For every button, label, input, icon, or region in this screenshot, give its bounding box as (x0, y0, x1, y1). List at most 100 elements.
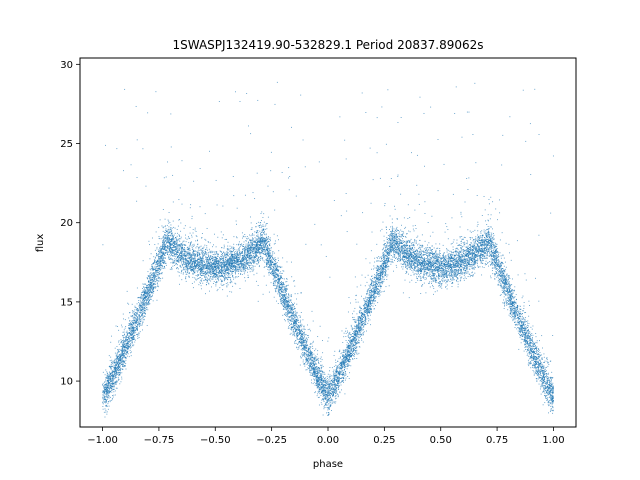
data-point (303, 342, 305, 344)
data-point (520, 321, 522, 323)
data-point (213, 254, 215, 256)
data-point (126, 355, 128, 357)
data-point (517, 324, 519, 326)
data-point (119, 363, 121, 365)
data-point (438, 273, 440, 274)
data-point (456, 251, 458, 253)
data-point (177, 239, 179, 241)
data-point (109, 360, 111, 362)
data-point (204, 273, 206, 275)
data-point (501, 269, 502, 271)
data-point (506, 281, 508, 283)
data-point (346, 364, 348, 365)
data-point (387, 274, 389, 276)
data-point (116, 355, 118, 357)
data-point (462, 242, 464, 243)
data-point (351, 348, 353, 350)
data-point (371, 231, 373, 233)
data-point (386, 266, 388, 267)
data-point (393, 239, 395, 241)
data-point (343, 336, 345, 338)
data-point (438, 267, 440, 269)
data-point (460, 279, 462, 281)
data-point (537, 355, 539, 357)
data-point (415, 256, 417, 258)
data-point (271, 259, 273, 261)
data-point (374, 261, 376, 263)
data-point (209, 262, 211, 264)
data-point (294, 324, 296, 326)
data-point (107, 387, 109, 389)
data-point (425, 247, 427, 249)
data-point (309, 363, 311, 365)
data-point (449, 272, 451, 274)
data-point (234, 263, 236, 265)
data-point (442, 260, 444, 262)
data-point (471, 255, 473, 257)
data-point (252, 265, 254, 266)
data-point (340, 366, 342, 368)
data-point (123, 347, 125, 349)
data-point (436, 279, 437, 281)
data-point (366, 297, 368, 299)
data-point (344, 364, 345, 366)
data-point (303, 327, 305, 329)
data-point (255, 260, 257, 262)
data-point (142, 308, 144, 310)
data-point (233, 263, 235, 265)
data-point (450, 265, 451, 267)
data-point (325, 397, 327, 399)
data-point (315, 391, 317, 393)
data-point (258, 240, 260, 242)
data-point (495, 208, 497, 210)
data-point (355, 342, 357, 343)
data-point (336, 375, 338, 377)
data-point (209, 256, 210, 258)
data-point (141, 304, 143, 306)
data-point (494, 247, 496, 249)
data-point (121, 357, 123, 359)
data-point (268, 244, 270, 245)
data-point (381, 281, 383, 283)
data-point (227, 276, 229, 278)
data-point (518, 317, 520, 319)
data-point (209, 279, 210, 281)
data-point (485, 244, 487, 246)
data-point (142, 288, 143, 289)
data-point (196, 263, 198, 265)
data-point (282, 288, 284, 290)
data-point (450, 259, 452, 261)
data-point (168, 222, 170, 224)
data-point (382, 266, 384, 268)
data-point (412, 256, 414, 258)
data-point (266, 240, 268, 241)
data-point (106, 378, 108, 380)
data-point (108, 388, 110, 390)
data-point (274, 276, 276, 278)
data-point (180, 242, 182, 244)
data-point (436, 270, 438, 272)
data-point (265, 245, 267, 247)
data-point (478, 248, 480, 250)
data-point (294, 322, 296, 324)
data-point (359, 312, 360, 314)
data-point (436, 247, 438, 249)
data-point (137, 329, 138, 331)
data-point (480, 243, 481, 245)
data-point (345, 365, 347, 367)
data-point (369, 309, 371, 311)
data-point (395, 238, 397, 239)
data-point (369, 288, 371, 289)
data-point (514, 306, 516, 307)
data-point (292, 313, 294, 315)
data-point (496, 276, 498, 278)
data-point (183, 240, 185, 242)
data-point (529, 332, 531, 334)
data-point (494, 273, 496, 275)
data-point (405, 245, 407, 246)
data-point (513, 289, 515, 291)
data-point (230, 252, 232, 254)
data-point (409, 251, 411, 253)
data-point (276, 235, 278, 237)
data-point (149, 291, 151, 292)
